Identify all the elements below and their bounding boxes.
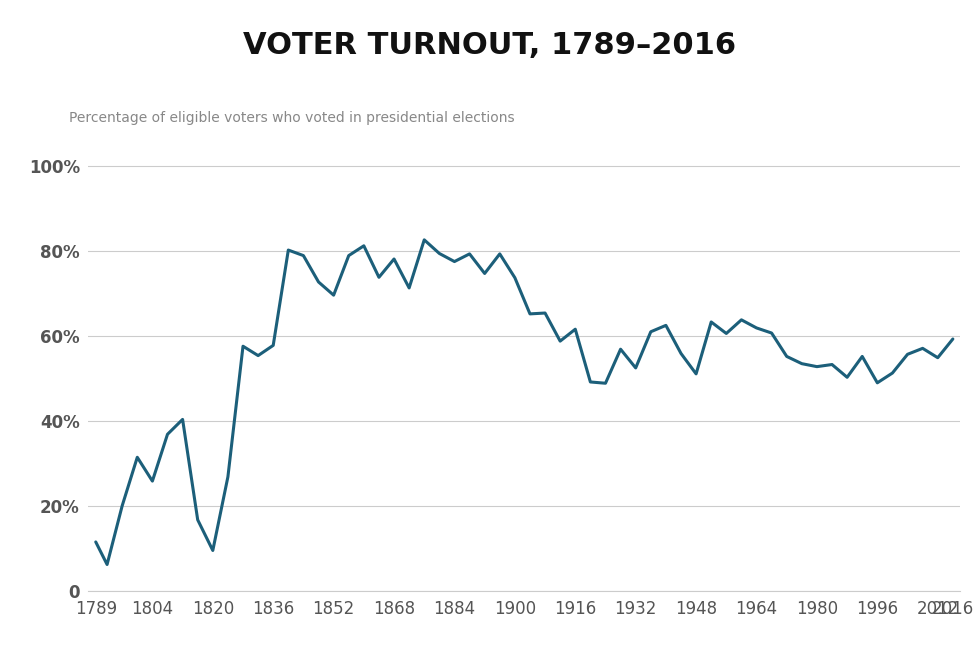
Text: Percentage of eligible voters who voted in presidential elections: Percentage of eligible voters who voted … [69,111,514,125]
Text: VOTER TURNOUT, 1789–2016: VOTER TURNOUT, 1789–2016 [243,32,737,60]
